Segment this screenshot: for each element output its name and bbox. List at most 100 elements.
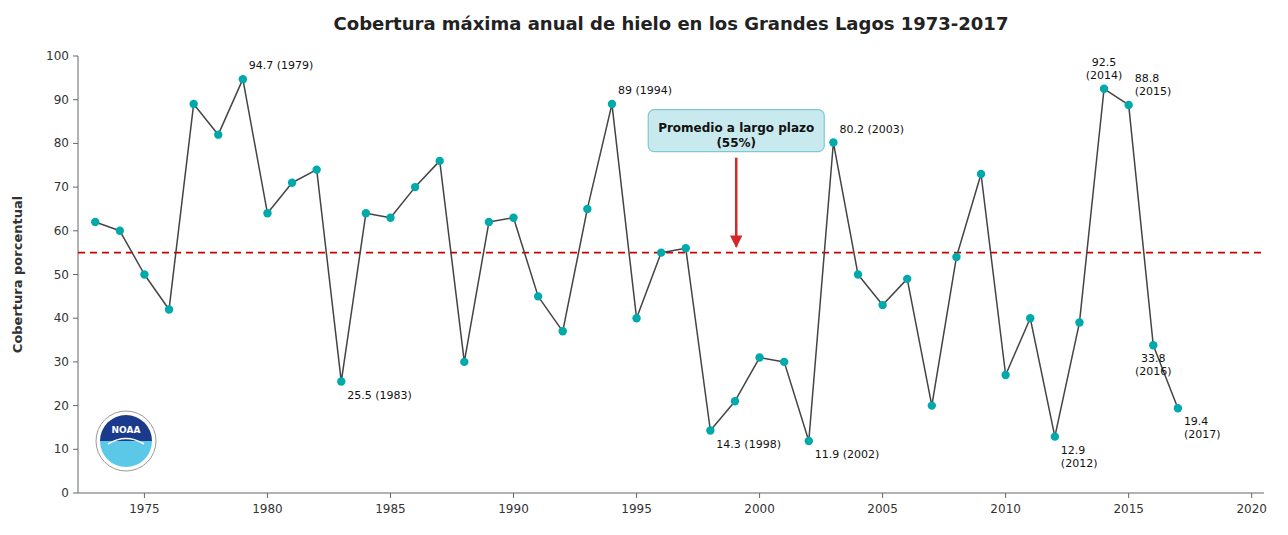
data-point — [1149, 341, 1157, 349]
x-tick — [1005, 493, 1006, 498]
annotation: 19.4(2017) — [1184, 415, 1221, 441]
data-point — [91, 218, 99, 226]
annotation: 94.7 (1979) — [249, 59, 314, 72]
annotation-line: 25.5 (1983) — [347, 389, 412, 402]
y-tick-label: 60 — [54, 224, 69, 238]
data-point — [780, 358, 788, 366]
data-point — [755, 353, 763, 361]
data-point — [411, 183, 419, 191]
callout-box — [648, 110, 824, 152]
annotations: 94.7 (1979)25.5 (1983)89 (1994)14.3 (199… — [249, 56, 1221, 470]
x-tick-label: 2010 — [990, 502, 1021, 516]
x-tick — [1128, 493, 1129, 498]
y-tick-label: 50 — [54, 268, 69, 282]
logo-wave — [108, 439, 144, 445]
data-point — [263, 209, 271, 217]
annotation-line: 14.3 (1998) — [716, 438, 781, 451]
annotation-line: 12.9 — [1061, 444, 1086, 457]
y-tick-label: 40 — [54, 311, 69, 325]
annotation: 25.5 (1983) — [347, 389, 412, 402]
data-point — [189, 100, 197, 108]
data-point — [632, 314, 640, 322]
data-point — [559, 327, 567, 335]
x-tick-label: 1995 — [621, 502, 652, 516]
y-tick — [73, 405, 78, 406]
data-point — [1100, 85, 1108, 93]
data-point — [854, 270, 862, 278]
callout: Promedio a largo plazo(55%) — [648, 110, 824, 247]
x-tick — [1251, 493, 1252, 498]
annotation-line: 80.2 (2003) — [839, 123, 904, 136]
data-point — [583, 205, 591, 213]
annotation-line: 88.8 — [1135, 72, 1160, 85]
callout-line: (55%) — [716, 136, 756, 150]
data-point — [337, 377, 345, 385]
data-point — [805, 437, 813, 445]
data-group — [78, 75, 1264, 445]
x-tick-label: 1985 — [375, 502, 406, 516]
callout-arrow — [735, 158, 738, 247]
annotation: 80.2 (2003) — [839, 123, 904, 136]
x-tick-label: 1990 — [498, 502, 529, 516]
data-point — [1075, 318, 1083, 326]
y-tick — [73, 187, 78, 188]
annotation-line: 33.8 — [1141, 352, 1166, 365]
data-point — [829, 138, 837, 146]
annotation-line: 94.7 (1979) — [249, 59, 314, 72]
data-point — [312, 165, 320, 173]
x-tick-label: 2015 — [1113, 502, 1144, 516]
y-tick — [73, 230, 78, 231]
data-point — [1051, 432, 1059, 440]
y-tick-label: 10 — [54, 442, 69, 456]
y-tick — [73, 143, 78, 144]
annotation: 11.9 (2002) — [815, 448, 880, 461]
x-tick — [267, 493, 268, 498]
logo-text: NOAA — [112, 425, 141, 435]
axes: 1975198019851990199520002005201020152020… — [46, 49, 1267, 516]
x-tick — [144, 493, 145, 498]
x-tick-label: 2005 — [867, 502, 898, 516]
x-tick — [636, 493, 637, 498]
x-axis-line — [78, 493, 1264, 494]
y-tick — [73, 449, 78, 450]
x-tick — [513, 493, 514, 498]
x-tick — [882, 493, 883, 498]
data-point — [116, 227, 124, 235]
data-point — [878, 301, 886, 309]
data-point — [460, 358, 468, 366]
data-point — [386, 213, 394, 221]
y-tick-label: 80 — [54, 136, 69, 150]
data-point — [903, 275, 911, 283]
data-point — [362, 209, 370, 217]
data-point — [977, 170, 985, 178]
data-point — [288, 179, 296, 187]
logo-bottom — [100, 441, 152, 467]
data-point — [928, 401, 936, 409]
x-tick-label: 2000 — [744, 502, 775, 516]
data-point — [485, 218, 493, 226]
data-point — [608, 100, 616, 108]
y-tick — [73, 318, 78, 319]
x-tick — [390, 493, 391, 498]
data-point — [1026, 314, 1034, 322]
y-tick — [73, 493, 78, 494]
annotation-line: (2014) — [1086, 69, 1123, 82]
annotation-line: 11.9 (2002) — [815, 448, 880, 461]
annotation: 14.3 (1998) — [716, 438, 781, 451]
logo-ring — [96, 411, 156, 471]
annotation-line: 92.5 — [1092, 56, 1117, 69]
data-point — [1124, 101, 1132, 109]
logo: NOAA — [96, 411, 156, 471]
y-tick — [73, 274, 78, 275]
data-point — [140, 270, 148, 278]
x-tick-label: 1980 — [252, 502, 283, 516]
data-point — [682, 244, 690, 252]
data-point — [657, 248, 665, 256]
y-tick-label: 30 — [54, 355, 69, 369]
x-tick — [759, 493, 760, 498]
y-axis-label: Cobertura porcentual — [10, 196, 25, 353]
callout-line: Promedio a largo plazo — [658, 121, 814, 135]
data-point — [165, 305, 173, 313]
annotation: 12.9(2012) — [1061, 444, 1098, 470]
data-point — [214, 130, 222, 138]
